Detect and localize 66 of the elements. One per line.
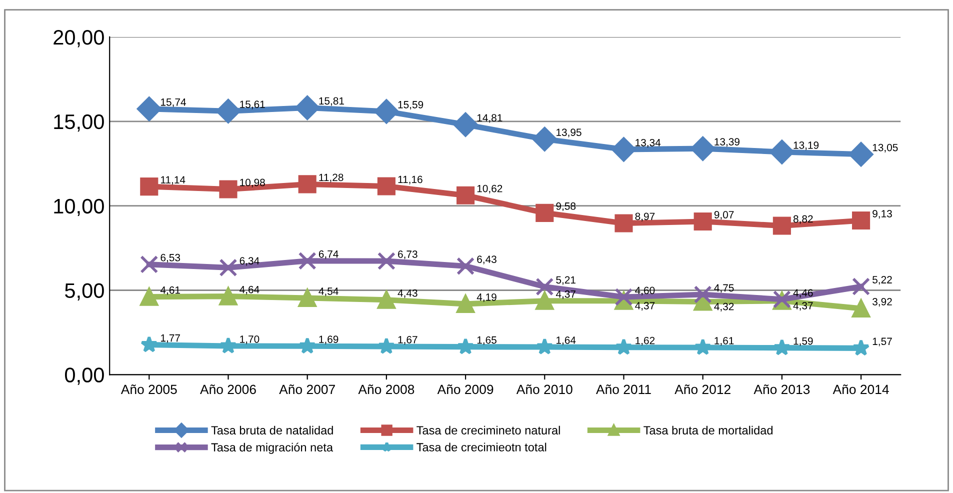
data-label: 13,39 <box>714 138 740 147</box>
data-label: 1,61 <box>714 337 734 346</box>
y-tick-label: 20,00 <box>54 30 104 48</box>
data-label: 11,16 <box>398 176 422 184</box>
data-label: 1,77 <box>161 334 180 343</box>
data-label: 4,60 <box>635 286 655 296</box>
data-label: 3,92 <box>872 298 892 307</box>
data-label: 6,43 <box>477 256 496 264</box>
x-tick-label: Año 2011 <box>596 384 651 394</box>
data-label: 6,53 <box>160 254 180 263</box>
x-tick-label: Año 2009 <box>437 384 494 394</box>
data-label: 11,14 <box>161 176 186 185</box>
x-tick-label: Año 2008 <box>358 384 414 394</box>
data-label: 4,19 <box>476 293 496 302</box>
data-label: 4,64 <box>240 286 260 294</box>
data-label: 13,05 <box>872 144 898 152</box>
x-tick-label: Año 2013 <box>754 384 810 394</box>
x-tick-label: Año 2007 <box>279 384 335 394</box>
data-label: 4,37 <box>635 302 655 311</box>
data-label: 5,21 <box>556 276 576 285</box>
data-label: 4,37 <box>556 290 576 300</box>
y-tick-label: 0,00 <box>65 368 104 385</box>
x-tick-label: Año 2010 <box>516 384 572 394</box>
data-label: 1,57 <box>872 338 892 346</box>
data-label: 13,95 <box>556 128 582 138</box>
legend-label: Tasa bruta de natalidad <box>211 426 333 434</box>
y-tick-label: 10,00 <box>54 198 104 216</box>
legend-label: Tasa de migración neta <box>211 442 334 454</box>
data-label: 13,19 <box>794 141 819 150</box>
data-label: 9,58 <box>556 202 576 212</box>
x-tick-label: Año 2006 <box>200 384 256 394</box>
data-label: 4,43 <box>398 289 418 298</box>
data-label: 6,74 <box>318 250 338 259</box>
data-label: 15,59 <box>398 100 424 110</box>
data-label: 15,74 <box>161 98 186 108</box>
data-label: 9,07 <box>714 211 734 220</box>
legend-label: Tasa de crecimineto natural <box>416 426 560 434</box>
x-tick-label: Año 2012 <box>674 384 730 394</box>
data-label: 4,75 <box>714 284 734 293</box>
data-label: 8,97 <box>635 212 655 222</box>
data-label: 4,32 <box>714 302 734 312</box>
data-label: 10,62 <box>477 184 502 194</box>
data-label: 4,54 <box>318 288 338 296</box>
data-label: 4,61 <box>160 286 180 295</box>
legend-label: Tasa de crecimieotn total <box>416 442 546 452</box>
data-label: 1,59 <box>794 337 813 346</box>
y-tick-label: 15,00 <box>54 114 104 132</box>
data-label: 1,70 <box>240 335 260 344</box>
data-label: 8,82 <box>793 215 813 224</box>
data-label: 5,22 <box>872 276 892 285</box>
data-label: 1,62 <box>636 336 655 346</box>
data-label: 14,81 <box>477 114 502 123</box>
data-label: 11,28 <box>319 174 344 182</box>
x-tick-label: Año 2014 <box>832 384 889 394</box>
data-label: 6,73 <box>398 250 418 260</box>
data-label: 1,65 <box>477 336 496 345</box>
legend-label: Tasa bruta de mortalidad <box>644 426 772 434</box>
data-label: 1,67 <box>398 336 418 345</box>
data-label: 15,81 <box>319 97 344 106</box>
data-label: 13,34 <box>636 138 661 148</box>
data-label: 15,61 <box>240 100 265 110</box>
data-label: 9,13 <box>872 210 892 219</box>
x-tick-label: Año 2005 <box>120 384 177 394</box>
data-label: 1,64 <box>556 336 576 346</box>
y-tick-label: 5,00 <box>65 283 104 300</box>
data-label: 1,69 <box>319 336 338 344</box>
